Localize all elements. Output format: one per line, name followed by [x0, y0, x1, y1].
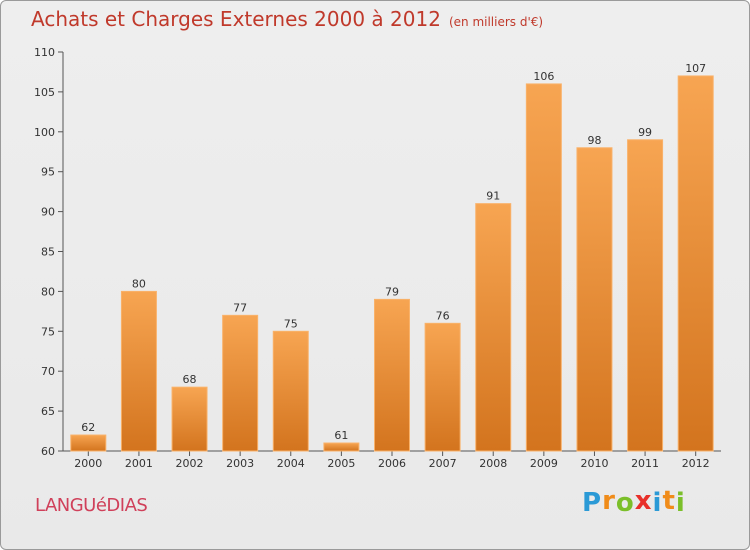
y-tick-label: 75 — [41, 325, 55, 338]
chart-title-main: Achats et Charges Externes 2000 à 2012 — [31, 7, 441, 31]
value-label: 79 — [385, 285, 399, 298]
y-tick-label: 110 — [34, 46, 55, 59]
chart-title: Achats et Charges Externes 2000 à 2012 (e… — [31, 7, 543, 31]
value-label: 77 — [233, 301, 247, 314]
x-tick-label: 2004 — [277, 457, 305, 470]
value-label: 68 — [183, 373, 197, 386]
logo-letter: x — [634, 486, 653, 516]
x-tick-label: 2000 — [74, 457, 102, 470]
x-tick-label: 2007 — [429, 457, 457, 470]
chart-subtitle: (en milliers d'€) — [448, 15, 544, 29]
bar-2004 — [272, 330, 309, 452]
bar-2011 — [627, 139, 664, 452]
proxiti-logo: Proxiti — [582, 486, 686, 518]
y-tick-label: 90 — [41, 206, 55, 219]
bar-2001 — [120, 290, 157, 452]
y-tick-label: 85 — [41, 246, 55, 259]
logo-letter: r — [602, 486, 616, 516]
x-tick-label: 2005 — [327, 457, 355, 470]
commune-name: LANGUéDIAS — [35, 495, 148, 516]
value-label: 61 — [334, 429, 348, 442]
x-tick-label: 2001 — [125, 457, 153, 470]
y-tick-label: 70 — [41, 365, 55, 378]
value-label: 106 — [533, 70, 554, 83]
bar-2005 — [323, 442, 360, 452]
y-tick-label: 100 — [34, 126, 55, 139]
logo-letter: P — [582, 488, 603, 518]
value-label: 107 — [685, 62, 706, 75]
logo-letter: i — [675, 488, 686, 518]
x-tick-label: 2012 — [682, 457, 710, 470]
x-tick-label: 2003 — [226, 457, 254, 470]
x-tick-label: 2006 — [378, 457, 406, 470]
x-tick-label: 2011 — [631, 457, 659, 470]
logo-letter: i — [652, 488, 663, 518]
bar-2009 — [525, 83, 562, 452]
bar-2003 — [222, 314, 259, 452]
y-tick-label: 105 — [34, 86, 55, 99]
value-label: 76 — [436, 309, 450, 322]
x-tick-label: 2008 — [479, 457, 507, 470]
bar-2010 — [576, 147, 613, 452]
logo-letter: t — [662, 486, 676, 516]
value-label: 98 — [587, 134, 601, 147]
y-tick-label: 65 — [41, 405, 55, 418]
logo-letter: o — [615, 488, 635, 518]
value-label: 80 — [132, 277, 146, 290]
y-tick-label: 95 — [41, 166, 55, 179]
value-label: 75 — [284, 317, 298, 330]
bar-2006 — [374, 298, 410, 452]
x-tick-label: 2009 — [530, 457, 558, 470]
value-label: 91 — [486, 190, 500, 203]
bar-2008 — [475, 203, 512, 452]
bar-2002 — [171, 386, 208, 452]
y-tick-label: 60 — [41, 445, 55, 458]
bar-2000 — [70, 434, 107, 452]
x-tick-label: 2010 — [580, 457, 608, 470]
y-tick-label: 80 — [41, 285, 55, 298]
bar-2007 — [424, 322, 461, 452]
bar-2012 — [677, 75, 714, 452]
value-label: 62 — [81, 421, 95, 434]
value-label: 99 — [638, 126, 652, 139]
x-tick-label: 2002 — [176, 457, 204, 470]
